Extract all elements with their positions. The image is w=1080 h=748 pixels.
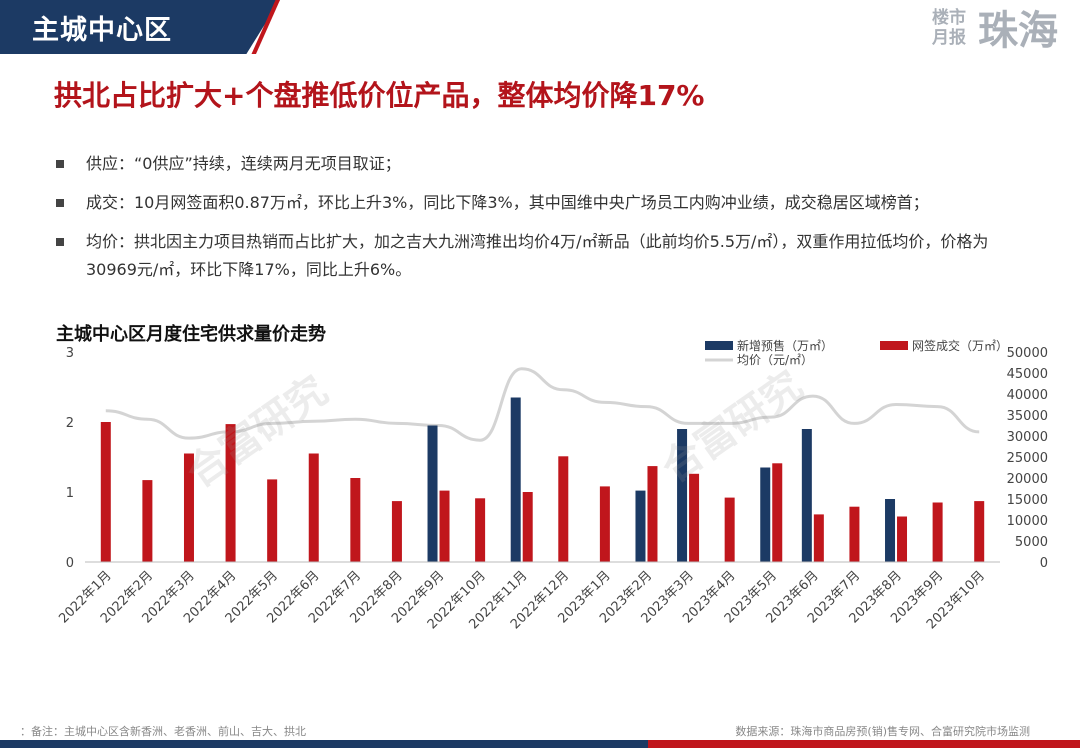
y-right-tick-label: 40000 — [1007, 388, 1048, 403]
deal-bar — [932, 502, 943, 562]
y-right-tick-label: 30000 — [1007, 430, 1048, 445]
y-left-tick-label: 1 — [66, 486, 74, 501]
deal-bar — [267, 479, 278, 562]
bullet-price: 均价：拱北因主力项目热销而占比扩大，加之吉大九洲湾推出均价4万/㎡新品（此前均价… — [56, 228, 1036, 284]
y-left-tick-label: 3 — [66, 346, 74, 361]
deal-bar — [599, 486, 610, 562]
y-right-tick-label: 50000 — [1007, 346, 1048, 361]
price-series-line — [105, 367, 980, 442]
deal-bar — [225, 424, 236, 562]
deal-bar — [849, 506, 860, 562]
y-right-tick-label: 15000 — [1007, 493, 1048, 508]
legend-deal-swatch — [880, 341, 908, 350]
page-headline: 拱北占比扩大+个盘推低价位产品，整体均价降17% — [54, 79, 705, 112]
y-right-tick-label: 10000 — [1007, 514, 1048, 529]
supply-bar — [801, 429, 812, 562]
brand-line2: 月报 — [932, 28, 966, 48]
deal-bar — [475, 498, 486, 562]
bullet-deal: 成交：10月网签面积0.87万㎡，环比上升3%，同比下降3%，其中国维中央广场员… — [56, 189, 1036, 217]
supply-bar — [635, 490, 646, 562]
y-right-tick-label: 45000 — [1007, 367, 1048, 382]
deal-bar — [183, 453, 194, 562]
legend-supply-swatch — [705, 341, 733, 350]
deal-bar — [558, 456, 569, 562]
deal-bar — [724, 497, 735, 562]
deal-bar — [350, 478, 361, 562]
deal-bar — [689, 473, 700, 562]
brand-line1: 楼市 — [932, 8, 966, 28]
deal-bar — [522, 492, 533, 562]
y-left-tick-label: 2 — [66, 416, 74, 431]
deal-bar — [142, 480, 153, 562]
section-title: 主城中心区 — [32, 15, 172, 46]
y-left-tick-label: 0 — [66, 556, 74, 571]
y-right-tick-label: 5000 — [1015, 535, 1048, 550]
deal-bar — [439, 490, 450, 562]
legend-price-label: 均价（元/㎡） — [737, 353, 813, 367]
footer-source: 数据来源：珠海市商品房预(销)售专网、合富研究院市场监测 — [735, 725, 1030, 738]
deal-bar — [772, 463, 783, 562]
y-right-tick-label: 20000 — [1007, 472, 1048, 487]
chart-title: 主城中心区月度住宅供求量价走势 — [56, 324, 326, 345]
deal-bar — [813, 514, 824, 562]
y-right-tick-label: 25000 — [1007, 451, 1048, 466]
deal-bar — [647, 466, 658, 562]
supply-bar — [510, 397, 521, 562]
header-band — [0, 0, 280, 54]
deal-bar — [391, 501, 402, 562]
legend-supply-label: 新增预售（万㎡） — [737, 338, 833, 353]
supply-bar — [677, 429, 688, 562]
supply-bar — [427, 425, 438, 562]
y-right-tick-label: 0 — [1040, 556, 1048, 571]
deal-bar — [100, 422, 111, 562]
bullet-supply: 供应：“0供应”持续，连续两月无项目取证； — [56, 150, 1036, 178]
chart-svg: 0 1 2 3 0 5000 10000 15000 20000 25000 30000 35000 4… — [56, 338, 1048, 632]
deal-bar — [974, 501, 985, 562]
deal-bar — [897, 516, 908, 562]
legend-deal-label: 网签成交（万㎡） — [912, 338, 1008, 353]
brand-city: 珠海 — [978, 8, 1058, 54]
brand-logo: 楼市 月报 珠海 — [932, 8, 1058, 54]
deal-bar — [308, 453, 319, 562]
footer-line — [0, 740, 1080, 748]
y-right-tick-label: 35000 — [1007, 409, 1048, 424]
footer-note: ：备注：主城中心区含新香洲、老香洲、前山、吉大、拱北 — [20, 725, 306, 738]
bullet-list: 供应：“0供应”持续，连续两月无项目取证； 成交：10月网签面积0.87万㎡，环… — [56, 150, 1036, 295]
supply-bar — [760, 467, 771, 562]
supply-bar — [885, 499, 896, 562]
